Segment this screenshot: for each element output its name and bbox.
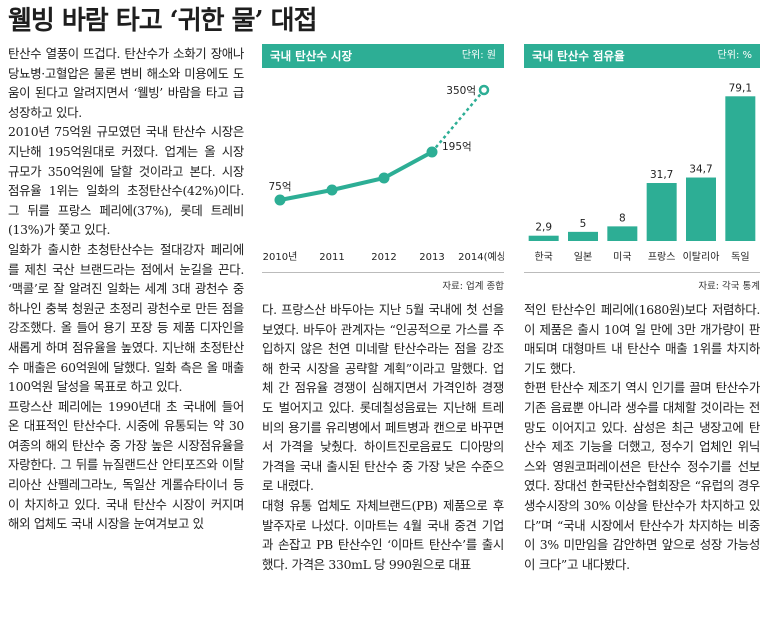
share-chart-source: 자료: 각국 통계 <box>698 281 760 292</box>
share-value-label: 31,7 <box>650 169 673 181</box>
column-1: 탄산수 열풍이 뜨겁다. 탄산수가 소화기 장애나 당뇨병·고혈압은 물론 변비… <box>8 44 244 534</box>
column-1-paragraph: 2010년 75억원 규모였던 국내 탄산수 시장은 지난해 195억원대로 커… <box>8 124 244 238</box>
market-data-point <box>426 146 438 158</box>
market-tick-label: 2012 <box>371 252 396 263</box>
market-tick-label: 2011 <box>319 252 344 263</box>
column-3-paragraph: 한편 탄산수 제조기 역시 인기를 끌며 탄산수가 기존 음료뿐 아니라 생수를… <box>524 380 760 572</box>
share-value-label: 34,7 <box>689 164 712 176</box>
share-tick-label: 독일 <box>731 251 749 263</box>
column-1-paragraph: 프랑스산 페리에는 1990년대 초 국내에 들어온 대표적인 탄산수다. 시중… <box>8 398 244 532</box>
column-2-paragraph: 다. 프랑스산 바두아는 지난 5월 국내에 첫 선을 보였다. 바두아 관계자… <box>262 302 504 494</box>
market-line-series <box>279 150 433 202</box>
column-2: 다. 프랑스산 바두아는 지난 5월 국내에 첫 선을 보였다. 바두아 관계자… <box>262 300 504 574</box>
market-chart-baseline <box>262 272 504 273</box>
column-1-paragraph: 일화가 출시한 초청탄산수는 절대강자 페리에를 제친 국산 브랜드라는 점에서… <box>8 241 244 395</box>
column-1-paragraph: 탄산수 열풍이 뜨겁다. 탄산수가 소화기 장애나 당뇨병·고혈압은 물론 변비… <box>8 46 244 120</box>
share-tick-label: 미국 <box>613 251 631 263</box>
market-line-chart: 75억 2010년 2011 2012 195억 2013 350억 2014(예상) <box>263 84 504 263</box>
share-chart-title: 국내 탄산수 점유율 <box>532 49 625 63</box>
share-tick-label: 이탈리아 <box>683 250 720 263</box>
market-tick-label: 2010년 <box>263 251 298 263</box>
market-data-label: 75억 <box>268 181 291 193</box>
share-bar <box>607 226 638 241</box>
share-chart-header: 국내 탄산수 점유율 단위: % <box>524 44 760 68</box>
share-value-label: 8 <box>619 212 626 224</box>
share-chart-unit: 단위: % <box>717 50 752 61</box>
market-chart-title: 국내 탄산수 시장 <box>270 49 353 63</box>
share-bar <box>646 183 677 241</box>
share-value-label: 2,9 <box>535 222 552 234</box>
column-3: 적인 탄산수인 페리에(1680원)보다 저렴하다. 이 제품은 출시 10여 … <box>524 300 760 574</box>
share-value-label: 79,1 <box>729 82 752 94</box>
market-data-point <box>326 184 338 196</box>
share-bar <box>568 231 598 241</box>
headline: 웰빙 바람 타고 ‘귀한 물’ 대접 <box>8 6 317 36</box>
share-bar <box>725 96 756 242</box>
column-2-paragraph: 대형 유통 업체도 자체브랜드(PB) 제품으로 후발주자로 나섰다. 이마트는… <box>262 497 504 572</box>
share-tick-label: 일본 <box>574 251 592 263</box>
market-chart-unit: 단위: 원 <box>461 50 496 61</box>
market-data-point <box>378 172 390 184</box>
share-bar-chart: 2,9 한국 5 일본 8 미국 31,7 프랑스 34,7 이탈리아 79,1 독일 <box>528 82 756 263</box>
share-value-label: 5 <box>580 218 587 230</box>
market-tick-label: 2013 <box>419 252 444 263</box>
share-tick-label: 프랑스 <box>648 251 676 263</box>
market-tick-label: 2014(예상) <box>458 251 504 263</box>
market-data-label: 195억 <box>442 141 472 153</box>
market-data-point <box>274 194 286 206</box>
share-bar <box>528 235 559 241</box>
market-line-projection <box>431 89 485 153</box>
market-data-point <box>478 84 490 96</box>
share-chart-baseline <box>524 272 760 273</box>
share-tick-label: 한국 <box>534 251 552 263</box>
market-chart-header: 국내 탄산수 시장 단위: 원 <box>262 44 504 68</box>
column-3-paragraph: 적인 탄산수인 페리에(1680원)보다 저렴하다. 이 제품은 출시 10여 … <box>524 302 760 376</box>
share-bar <box>686 177 716 241</box>
market-data-label: 350억 <box>446 85 476 97</box>
market-chart-source: 자료: 업계 종합 <box>442 281 504 292</box>
